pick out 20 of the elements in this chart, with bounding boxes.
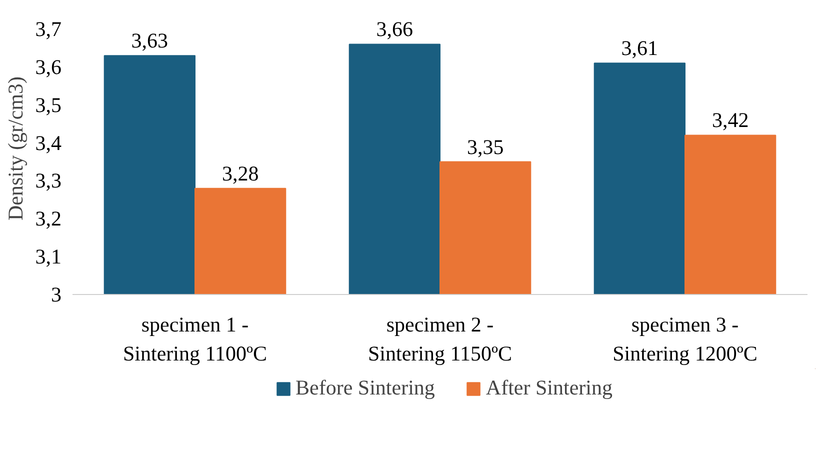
y-tick-label: 3,6	[35, 54, 62, 79]
y-tick-label: 3,3	[35, 168, 62, 193]
y-tick-label: 3,7	[35, 17, 62, 42]
data-label: 3,35	[466, 134, 504, 159]
legend-label: Before Sintering	[296, 376, 435, 400]
y-axis-title: Density (gr/cm3)	[3, 76, 28, 221]
x-tick-label: specimen 3 - Sintering 1200ºC	[612, 312, 758, 366]
data-label: 3,61	[621, 36, 658, 60]
y-tick-label: 3	[51, 282, 62, 306]
x-tick-label: specimen 2 - Sintering 1150ºC	[368, 312, 512, 366]
y-tick-label: 3,4	[35, 130, 62, 155]
data-label: 3,28	[222, 161, 259, 186]
y-tick-label: 3,2	[35, 206, 62, 231]
y-tick-label: 3,5	[35, 92, 62, 117]
x-tick-label: specimen 1 - Sintering 1100ºC	[123, 312, 268, 366]
data-label: 3,66	[376, 17, 414, 42]
data-label: 3,63	[131, 28, 168, 53]
data-label: 3,42	[712, 108, 749, 132]
legend-label: After Sintering	[486, 376, 612, 400]
y-tick-label: 3,1	[35, 244, 62, 269]
